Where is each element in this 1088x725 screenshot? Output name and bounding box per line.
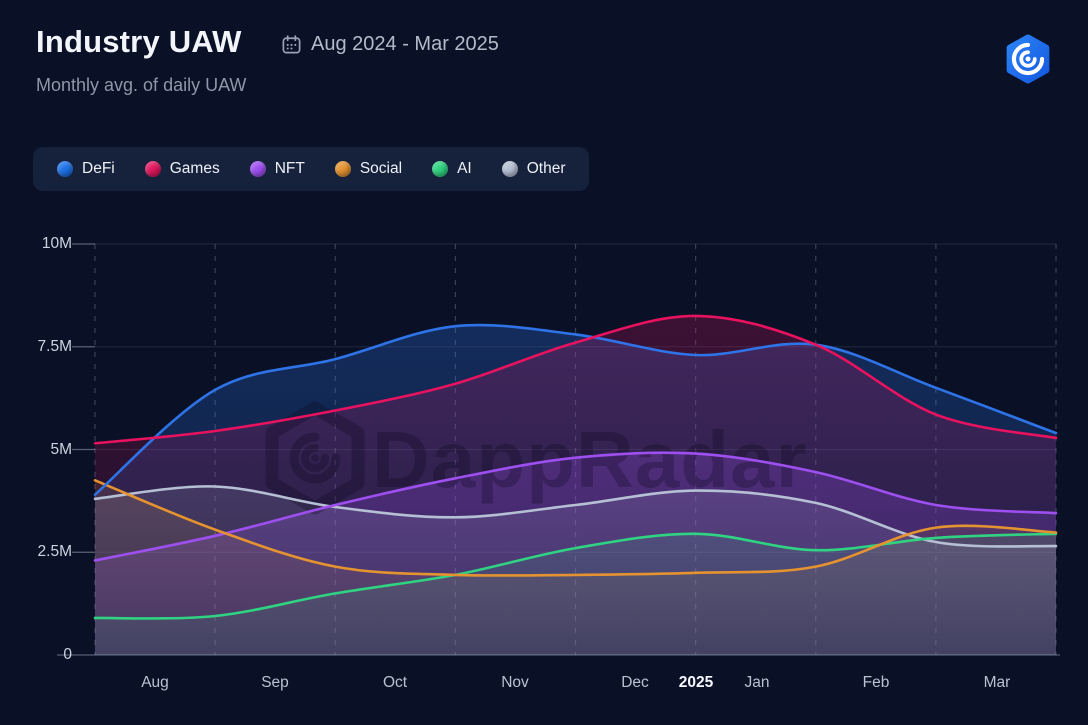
page-title: Industry UAW <box>36 24 242 59</box>
y-tick-7-5m: 7.5M <box>37 338 72 355</box>
x-tick-oct: Oct <box>382 674 408 691</box>
dappradar-watermark: DappRadar <box>265 401 808 515</box>
legend-item-other[interactable]: Other <box>501 160 566 178</box>
legend-label: Games <box>169 160 220 177</box>
date-range-group: Aug 2024 - Mar 2025 <box>281 33 499 56</box>
legend-label: DeFi <box>82 160 115 177</box>
legend-item-defi[interactable]: DeFi <box>57 160 115 178</box>
y-tick-0: 0 <box>63 646 72 663</box>
x-tick-mar: Mar <box>983 674 1011 691</box>
chart-subtitle: Monthly avg. of daily UAW <box>36 75 247 95</box>
other-color-dot <box>501 161 518 177</box>
legend-item-social[interactable]: Social <box>334 160 403 178</box>
dappradar-logo[interactable] <box>1003 34 1053 84</box>
defi-color-dot <box>57 161 73 177</box>
legend-item-games[interactable]: Games <box>144 160 220 178</box>
x-tick-sep: Sep <box>261 674 289 691</box>
y-tick-2-5m: 2.5M <box>37 543 72 560</box>
svg-text:DappRadar: DappRadar <box>372 415 808 504</box>
date-range: Aug 2024 - Mar 2025 <box>311 33 499 55</box>
x-tick-aug: Aug <box>141 674 169 691</box>
x-tick-feb: Feb <box>862 674 890 691</box>
y-tick-10m: 10M <box>41 235 72 252</box>
legend-label: Other <box>526 160 566 177</box>
legend-item-nft[interactable]: NFT <box>249 160 305 178</box>
x-tick-dec: Dec <box>621 674 649 691</box>
legend-label: Social <box>359 160 403 177</box>
calendar-icon <box>282 35 301 54</box>
legend-label: AI <box>457 160 472 177</box>
ai-color-dot <box>432 161 449 177</box>
legend-label: NFT <box>274 160 305 177</box>
x-tick-jan: Jan <box>744 674 770 691</box>
games-color-dot <box>144 161 161 177</box>
social-color-dot <box>334 161 351 177</box>
x-tick-2025: 2025 <box>678 674 714 691</box>
y-tick-5m: 5M <box>50 441 72 458</box>
legend-item-ai[interactable]: AI <box>432 160 472 178</box>
legend: DeFi Games NFT Social AI Other <box>33 147 590 191</box>
nft-color-dot <box>249 161 266 177</box>
x-tick-nov: Nov <box>501 674 529 691</box>
